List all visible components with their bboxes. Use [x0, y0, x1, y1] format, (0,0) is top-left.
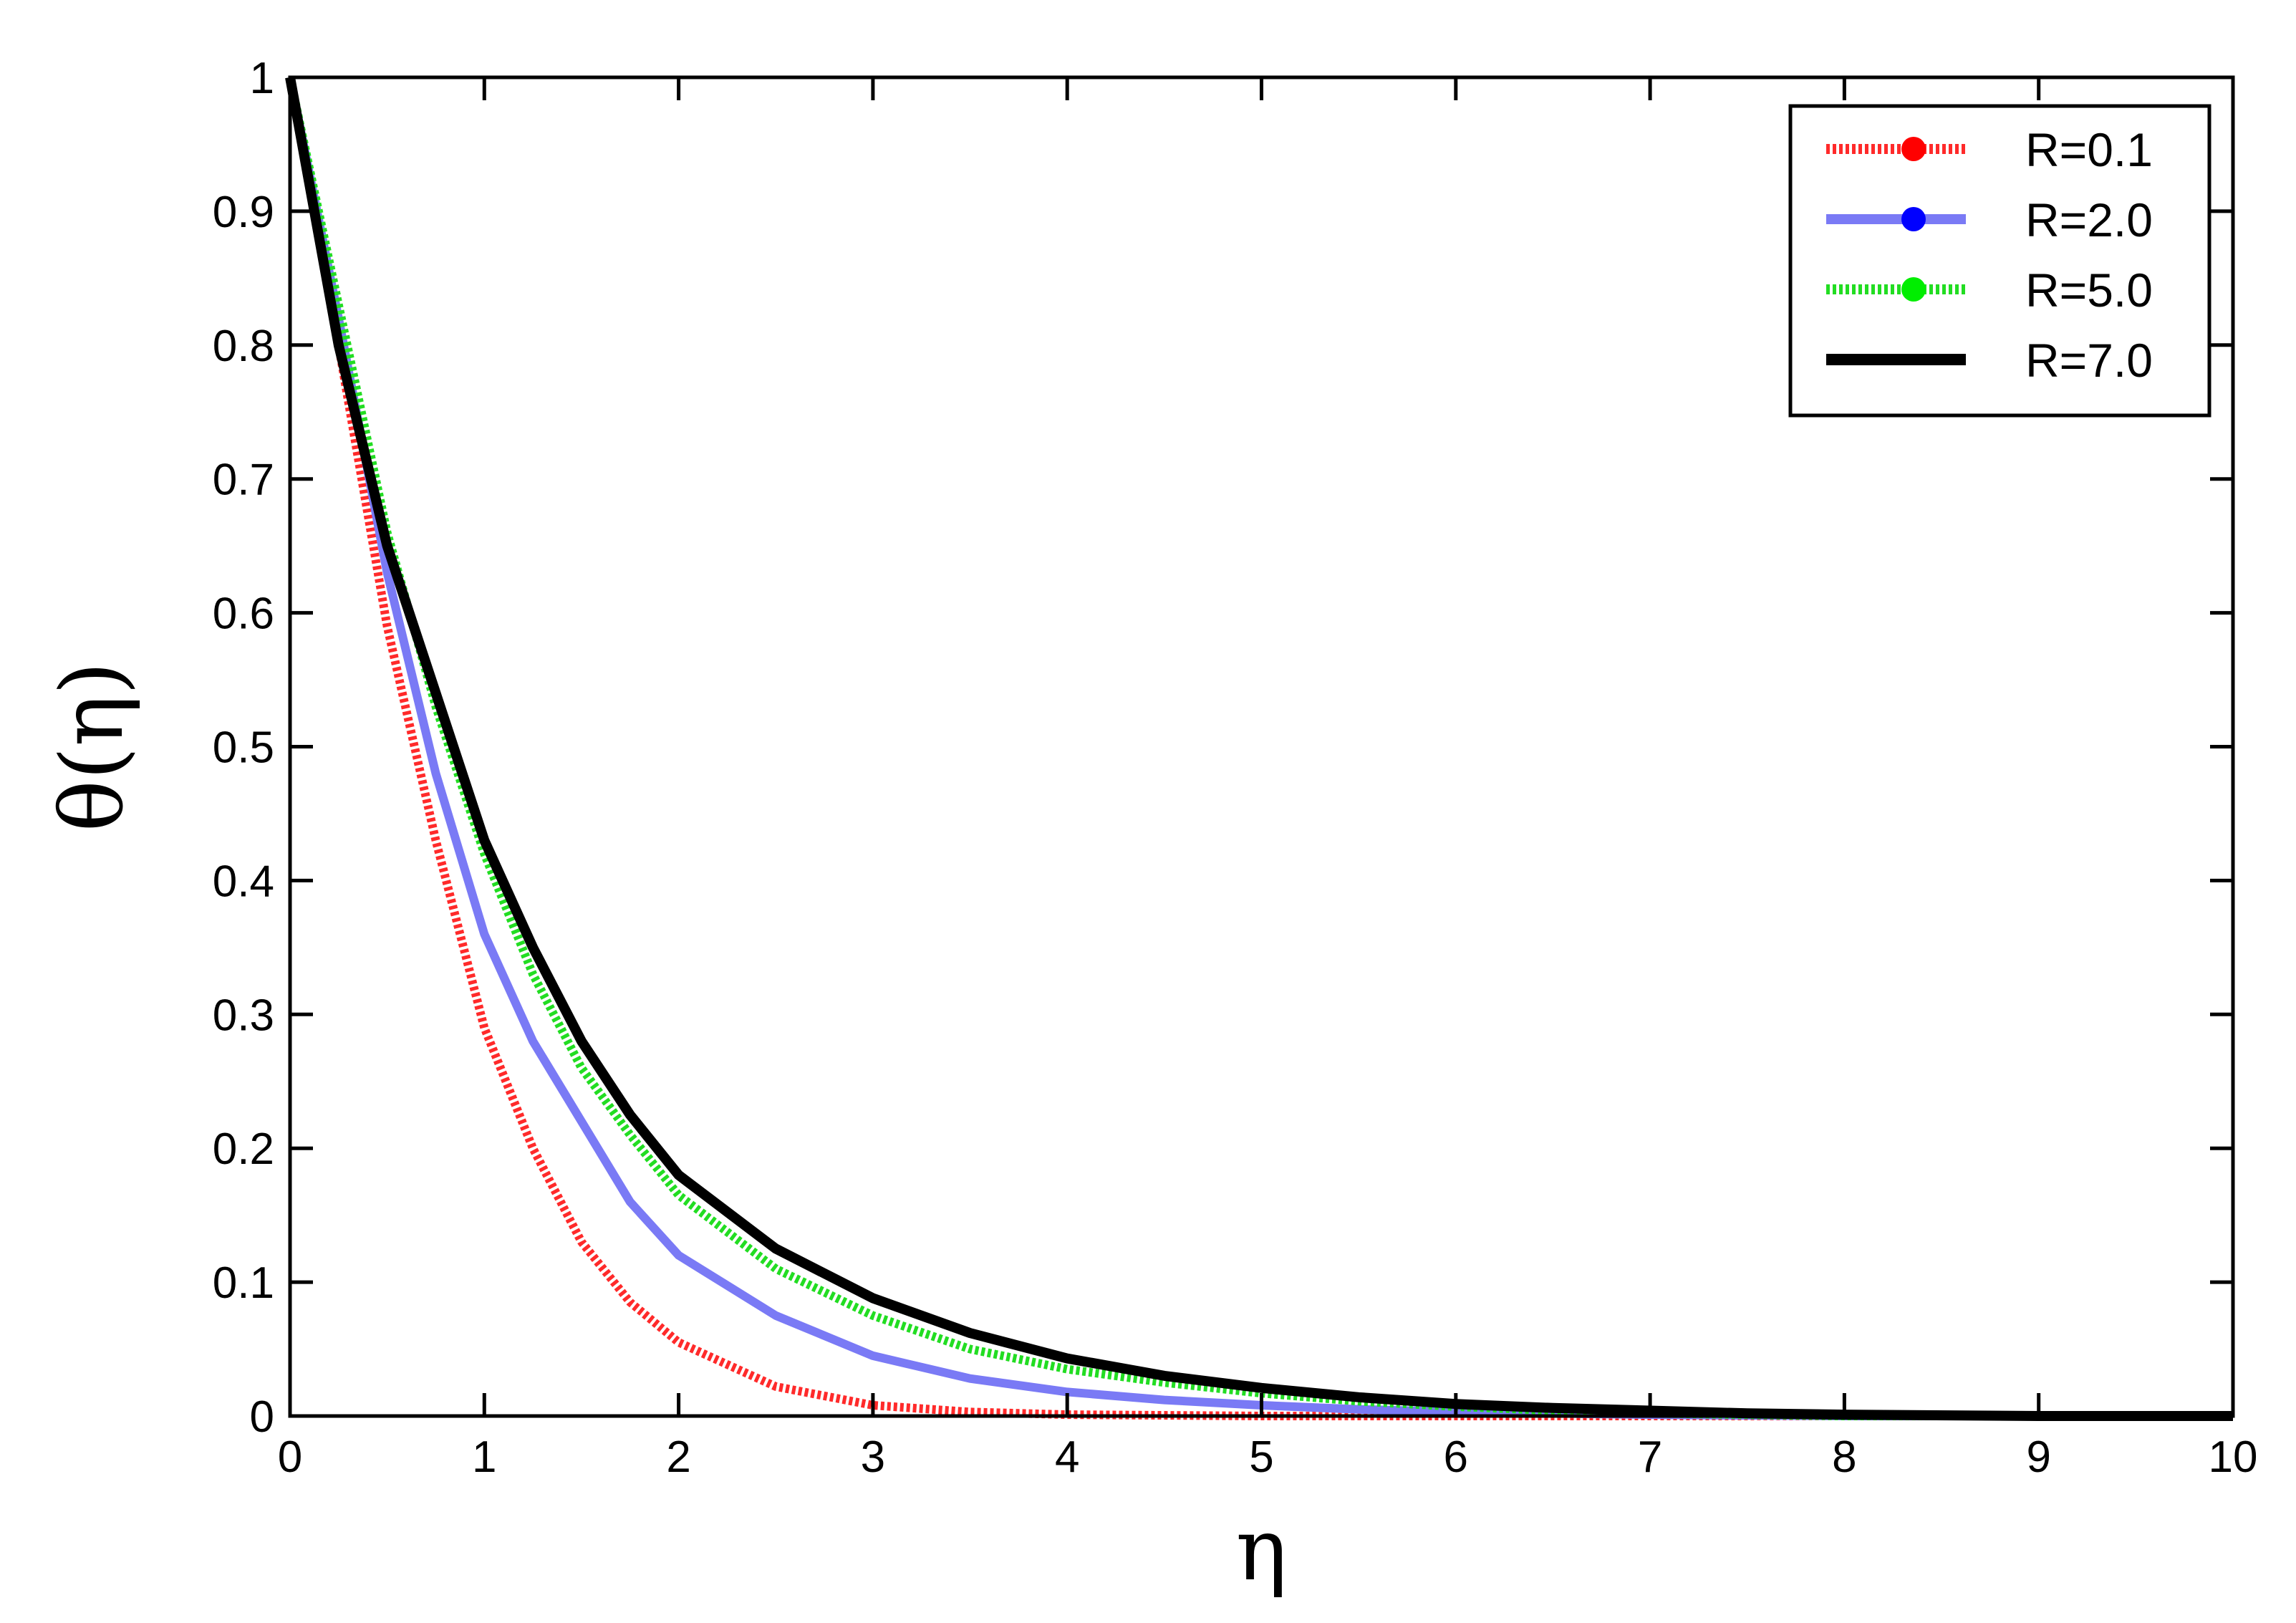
- y-tick-label: 0.6: [213, 589, 274, 639]
- ticks: [288, 75, 2235, 1418]
- x-tick-label: 9: [2026, 1432, 2050, 1482]
- legend-label: R=2.0: [2025, 193, 2153, 246]
- x-tick-label: 1: [472, 1432, 496, 1482]
- x-tick-label: 0: [278, 1432, 302, 1482]
- y-tick-label: 1: [250, 54, 274, 103]
- y-tick-label: 0.1: [213, 1258, 274, 1308]
- y-tick-label: 0.8: [213, 322, 274, 371]
- x-tick-label: 5: [1249, 1432, 1273, 1482]
- series-line-4: [285, 76, 2233, 1421]
- y-tick-label: 0.3: [213, 991, 274, 1040]
- y-axis-title: θ(η): [43, 662, 143, 832]
- x-tick-label: 4: [1055, 1432, 1079, 1482]
- legend-swatch-marker: [1901, 207, 1926, 231]
- legend: R=0.1 R=2.0 R=5.0 R=7.0: [1788, 104, 2211, 418]
- y-tick-label: 0: [250, 1392, 274, 1442]
- y-tick-label: 0.2: [213, 1124, 274, 1174]
- x-axis-title: η: [1236, 1501, 1288, 1600]
- legend-label: R=5.0: [2025, 264, 2153, 317]
- legend-label: R=0.1: [2025, 123, 2153, 176]
- x-tick-label: 10: [2209, 1432, 2258, 1482]
- x-tick-label: 8: [1832, 1432, 1856, 1482]
- y-tick-label: 0.5: [213, 723, 274, 773]
- legend-swatch-marker: [1901, 137, 1926, 161]
- y-tick-label: 0.4: [213, 857, 274, 906]
- y-tick-label: 0.9: [213, 188, 274, 237]
- legend-swatch-marker: [1901, 277, 1926, 302]
- x-tick-label: 3: [861, 1432, 885, 1482]
- legend-label: R=7.0: [2025, 334, 2153, 387]
- x-tick-label: 6: [1444, 1432, 1468, 1482]
- y-tick-label: 0.7: [213, 456, 274, 505]
- tick-labels: 0 1 2 3 4 5 6 7 8 9 10 0 0.1 0.2 0.3 0.4 0.5 0.6 0.7 0.8 0.9…: [213, 54, 2258, 1482]
- x-tick-label: 2: [666, 1432, 690, 1482]
- x-tick-label: 7: [1638, 1432, 1662, 1482]
